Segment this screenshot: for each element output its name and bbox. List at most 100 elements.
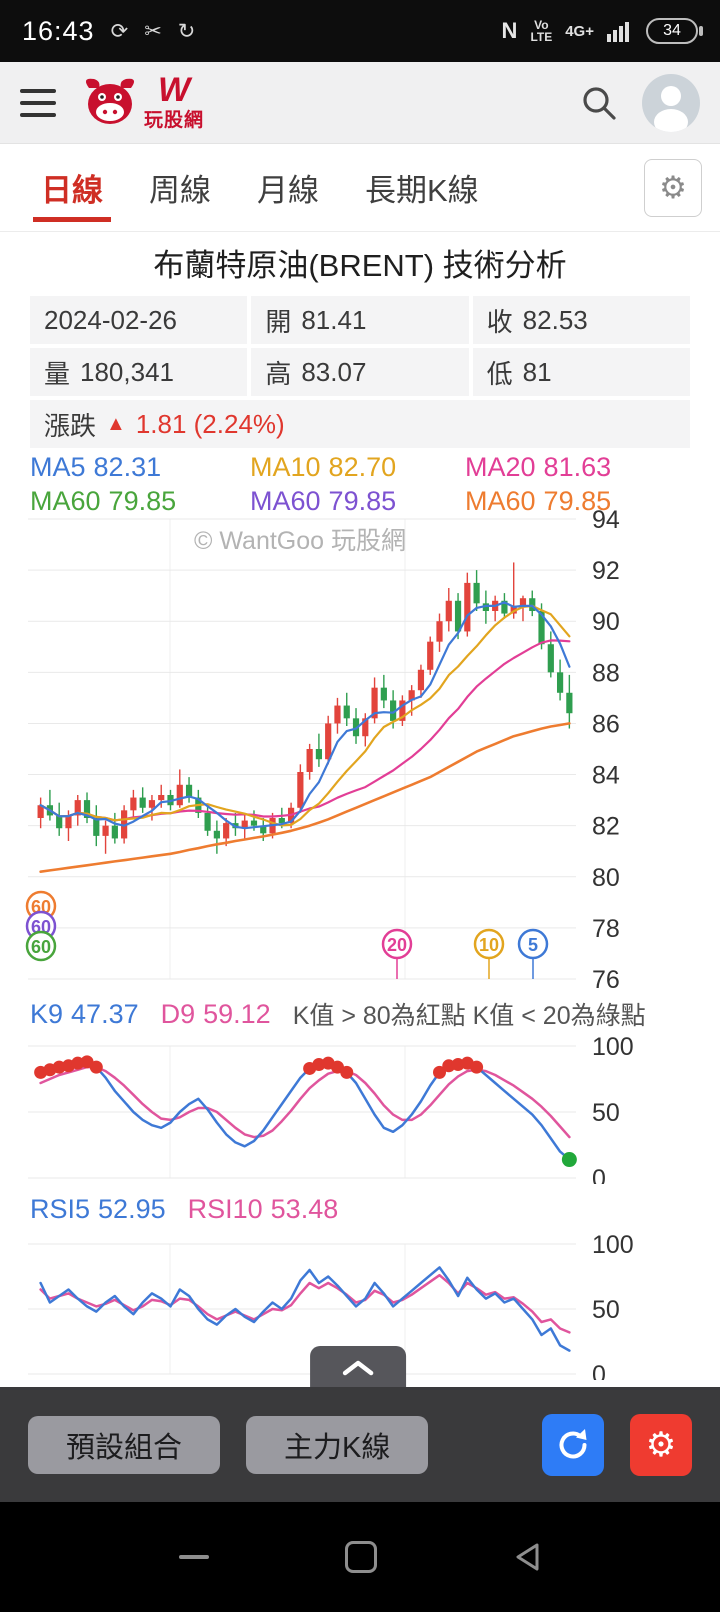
candle-body [260,825,267,834]
candle-body [436,621,443,642]
period-tab-bar: 日線 周線 月線 長期K線 ⚙ [0,144,720,232]
nav-minimize-icon[interactable] [179,1555,209,1559]
bottom-toolbar: 預設組合 主力K線 ⚙ [0,1387,720,1502]
rsi5-line [39,1266,571,1352]
overbought-dot [470,1060,484,1074]
refresh-button[interactable] [542,1413,604,1476]
ma60-green-legend: MA60 79.85 [30,485,177,516]
candle-body [482,603,489,611]
y-axis-label: 50 [592,1099,620,1127]
pin-10[interactable] [473,928,505,960]
refresh-icon [559,1428,587,1458]
k-value: K9 47.37 [30,998,139,1029]
candle-body [83,800,91,818]
header-actions [578,73,700,132]
network-type-label: 4G+ [565,22,594,40]
candle-body [380,687,387,701]
candle-body [417,669,425,691]
candle-body [121,810,128,839]
candle-body [176,784,183,806]
ma5-legend: MA5 82.31 [30,451,162,482]
chevron-up-icon [342,1360,374,1375]
candle-body [371,687,378,719]
person-icon [654,85,688,132]
rsi-indicator-chart[interactable]: 100 50 0 [0,1230,720,1380]
ma60-purple-legend: MA60 79.85 [250,485,397,516]
overbought-dot [89,1060,103,1074]
candle-body [102,825,109,836]
tab-weekly[interactable]: 周線 [149,173,211,208]
y-axis-label: 50 [592,1296,620,1324]
avatar[interactable] [642,73,700,132]
candle-body [241,820,248,829]
candle-body [250,820,258,826]
pin-5[interactable] [517,928,549,960]
nav-back-icon[interactable] [513,1541,541,1573]
page-title: 布蘭特原油(BRENT) 技術分析 [153,248,567,283]
candle-body [204,812,211,831]
ma5-line [39,601,571,830]
volte-icon: Vo LTE [530,18,553,44]
candle-body [538,611,545,645]
candle-body [213,830,220,839]
y-axis-label: 86 [592,710,620,738]
quote-date: 2024-02-26 [30,296,248,344]
search-icon[interactable] [578,82,620,124]
quote-low: 低 81 [472,348,690,396]
rsi-header: RSI5 52.95 RSI10 53.48 [30,1194,338,1225]
candle-body [445,600,452,622]
candle-body [510,605,517,614]
app-header: W 玩股網 [0,62,720,144]
candle-body [408,690,415,701]
tab-daily[interactable]: 日線 [33,144,111,231]
y-axis-label: 100 [592,1231,634,1259]
kd-indicator-chart[interactable]: 100 50 0 [0,1032,720,1184]
candle-body [454,600,462,632]
candle-body [343,705,350,719]
menu-button[interactable] [20,88,56,117]
logo-letter: W [157,70,191,109]
status-icons: N Vo LTE 4G+ 34 [501,18,703,44]
overbought-dot [433,1065,446,1079]
rsi10-line [39,1273,571,1334]
y-axis-label: 76 [592,966,620,990]
oversold-dot [561,1152,577,1168]
d-value: D9 59.12 [160,998,271,1029]
candle-body [223,823,230,839]
nav-home-icon[interactable] [345,1541,377,1573]
android-nav-bar [0,1502,720,1612]
candle-body [185,784,193,798]
candle-body [547,644,554,673]
pin-label: 10 [479,935,499,955]
bull-icon [85,78,135,124]
chart-settings-button[interactable]: ⚙ [644,158,702,217]
pin-20[interactable] [381,928,413,960]
quote-change: 漲跌 ▲ 1.81 (2.24%) [30,400,690,448]
candle-body [325,723,332,760]
overbought-dot [340,1065,354,1079]
k-line [39,1060,571,1161]
main-kline-button[interactable]: 主力K線 [246,1415,429,1474]
ma10-line [39,604,571,827]
settings-button[interactable]: ⚙ [630,1413,692,1476]
candle-body [139,797,146,808]
candle-body [37,805,44,818]
tab-monthly[interactable]: 月線 [257,173,319,208]
quote-grid: 2024-02-26 開 81.41 收 82.53 量 180,341 高 83.07… [30,296,690,448]
tab-longterm[interactable]: 長期K線 [365,173,479,208]
scissors-icon: ✂ [144,19,162,43]
y-axis-label: 100 [592,1033,634,1061]
wantgoo-logo[interactable]: W 玩股網 [80,73,204,133]
collapse-panel-button[interactable] [310,1346,407,1387]
pin-60[interactable] [25,930,57,962]
nfc-icon: N [501,18,518,43]
candle-body [315,749,323,760]
preset-combo-button[interactable]: 預設組合 [28,1415,221,1474]
candle-body [501,600,508,614]
candle-body [473,582,480,604]
candle-body [278,818,285,824]
rsi5-value: RSI5 52.95 [30,1194,166,1224]
ma-legend: MA5 82.31 MA10 82.70 MA20 81.63 MA60 79.85 M… [30,450,710,518]
candle-body [334,705,341,724]
